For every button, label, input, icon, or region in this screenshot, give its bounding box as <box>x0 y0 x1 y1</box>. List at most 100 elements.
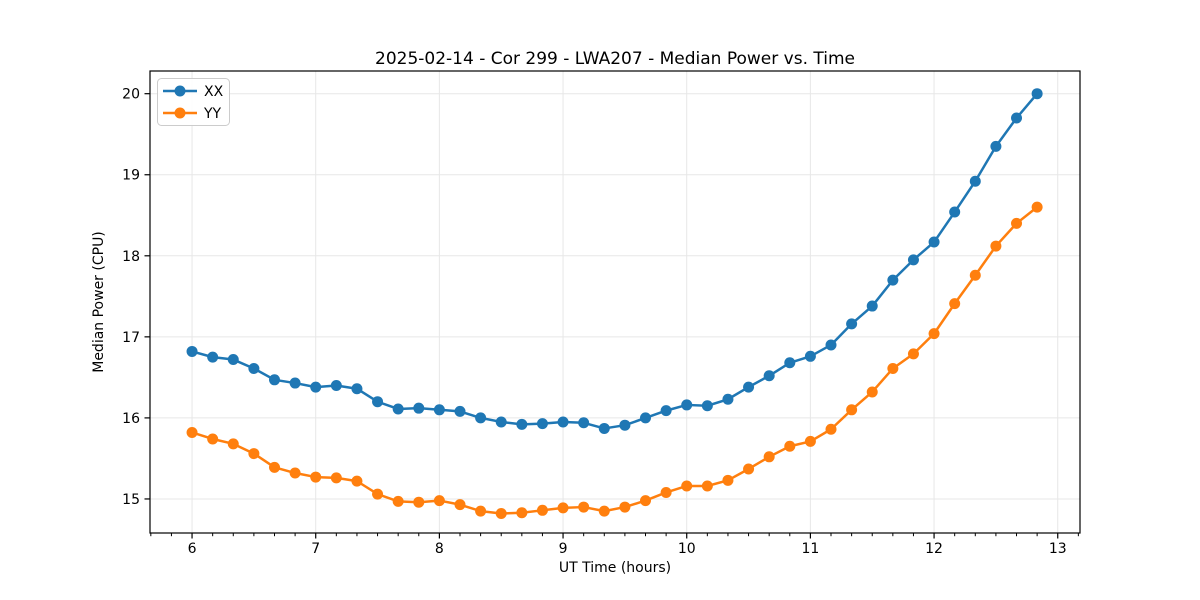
data-point-marker <box>454 499 466 511</box>
y-tick-label: 16 <box>122 411 140 427</box>
data-point-marker <box>392 495 404 507</box>
data-point-marker <box>763 451 775 463</box>
data-point-marker <box>619 501 631 513</box>
data-point-marker <box>1011 217 1023 229</box>
data-point-marker <box>413 496 425 508</box>
data-point-marker <box>928 236 940 248</box>
data-point-marker <box>289 377 301 389</box>
data-point-marker <box>433 404 445 416</box>
data-point-marker <box>722 393 734 405</box>
data-point-marker <box>825 339 837 351</box>
data-point-marker <box>990 140 1002 152</box>
data-point-marker <box>578 417 590 429</box>
data-point-marker <box>289 467 301 479</box>
data-point-marker <box>804 350 816 362</box>
data-point-marker <box>701 400 713 412</box>
data-point-marker <box>186 426 198 438</box>
data-point-marker <box>598 505 610 517</box>
data-point-marker <box>557 502 569 514</box>
y-tick-label: 20 <box>122 87 140 103</box>
legend-sample-marker-xx <box>174 85 186 97</box>
legend-label-yy: YY <box>203 106 222 122</box>
data-point-marker <box>763 370 775 382</box>
data-point-marker <box>743 381 755 393</box>
data-point-marker <box>351 475 363 487</box>
data-point-marker <box>949 206 961 218</box>
y-axis-label: Median Power (CPU) <box>91 231 107 373</box>
data-point-marker <box>640 495 652 507</box>
series-yy <box>186 201 1043 520</box>
data-point-marker <box>557 416 569 428</box>
chart-title: 2025-02-14 - Cor 299 - LWA207 - Median P… <box>375 49 855 69</box>
data-point-marker <box>660 405 672 417</box>
data-point-marker <box>907 348 919 360</box>
data-point-marker <box>1011 112 1023 124</box>
data-point-marker <box>598 422 610 434</box>
data-point-marker <box>578 501 590 513</box>
x-tick-label: 8 <box>435 541 444 557</box>
data-point-marker <box>887 362 899 374</box>
data-point-marker <box>825 423 837 435</box>
data-point-marker <box>330 472 342 484</box>
data-point-marker <box>475 412 487 424</box>
data-point-marker <box>660 486 672 498</box>
data-point-marker <box>949 298 961 310</box>
data-point-marker <box>784 440 796 452</box>
data-point-marker <box>846 404 858 416</box>
data-point-marker <box>969 269 981 281</box>
data-point-marker <box>372 488 384 500</box>
data-point-marker <box>640 412 652 424</box>
legend-label-xx: XX <box>204 84 224 100</box>
legend-sample-marker-yy <box>174 107 186 119</box>
x-tick-label: 6 <box>188 541 197 557</box>
data-point-marker <box>475 505 487 517</box>
data-point-marker <box>990 240 1002 252</box>
y-tick-label: 17 <box>122 330 140 346</box>
data-point-marker <box>681 399 693 411</box>
data-point-marker <box>227 438 239 450</box>
data-point-marker <box>619 419 631 431</box>
data-point-marker <box>248 362 260 374</box>
data-series <box>186 88 1043 520</box>
axis-ticks <box>144 93 1079 539</box>
data-point-marker <box>701 480 713 492</box>
data-point-marker <box>846 318 858 330</box>
data-point-marker <box>681 480 693 492</box>
data-point-marker <box>866 300 878 312</box>
data-point-marker <box>372 396 384 408</box>
data-point-marker <box>722 474 734 486</box>
data-point-marker <box>413 402 425 414</box>
data-point-marker <box>207 433 219 445</box>
legend: XX YY <box>157 78 230 126</box>
plot-border <box>149 70 1081 534</box>
data-point-marker <box>186 345 198 357</box>
data-point-marker <box>310 381 322 393</box>
data-point-marker <box>268 461 280 473</box>
data-point-marker <box>887 274 899 286</box>
data-point-marker <box>495 416 507 428</box>
data-point-marker <box>536 418 548 430</box>
data-point-marker <box>1031 88 1043 100</box>
x-tick-label: 9 <box>559 541 568 557</box>
data-point-marker <box>392 403 404 415</box>
x-tick-label: 7 <box>311 541 320 557</box>
axis-tick-labels: 6 7 8 9 10 11 12 13 15 16 17 18 19 20 <box>122 87 1066 557</box>
data-point-marker <box>743 463 755 475</box>
y-tick-label: 15 <box>122 492 140 508</box>
data-point-marker <box>516 418 528 430</box>
data-point-marker <box>516 507 528 519</box>
data-point-marker <box>804 435 816 447</box>
x-axis-label: UT Time (hours) <box>559 560 671 576</box>
data-point-marker <box>1031 201 1043 213</box>
x-tick-label: 11 <box>801 541 819 557</box>
series-line-yy <box>191 206 1038 515</box>
data-point-marker <box>433 495 445 507</box>
data-point-marker <box>351 383 363 395</box>
series-xx <box>186 88 1043 434</box>
gridlines <box>150 71 1080 533</box>
data-point-marker <box>536 504 548 516</box>
data-point-marker <box>928 328 940 340</box>
data-point-marker <box>207 351 219 363</box>
x-tick-label: 12 <box>925 541 943 557</box>
data-point-marker <box>268 374 280 386</box>
